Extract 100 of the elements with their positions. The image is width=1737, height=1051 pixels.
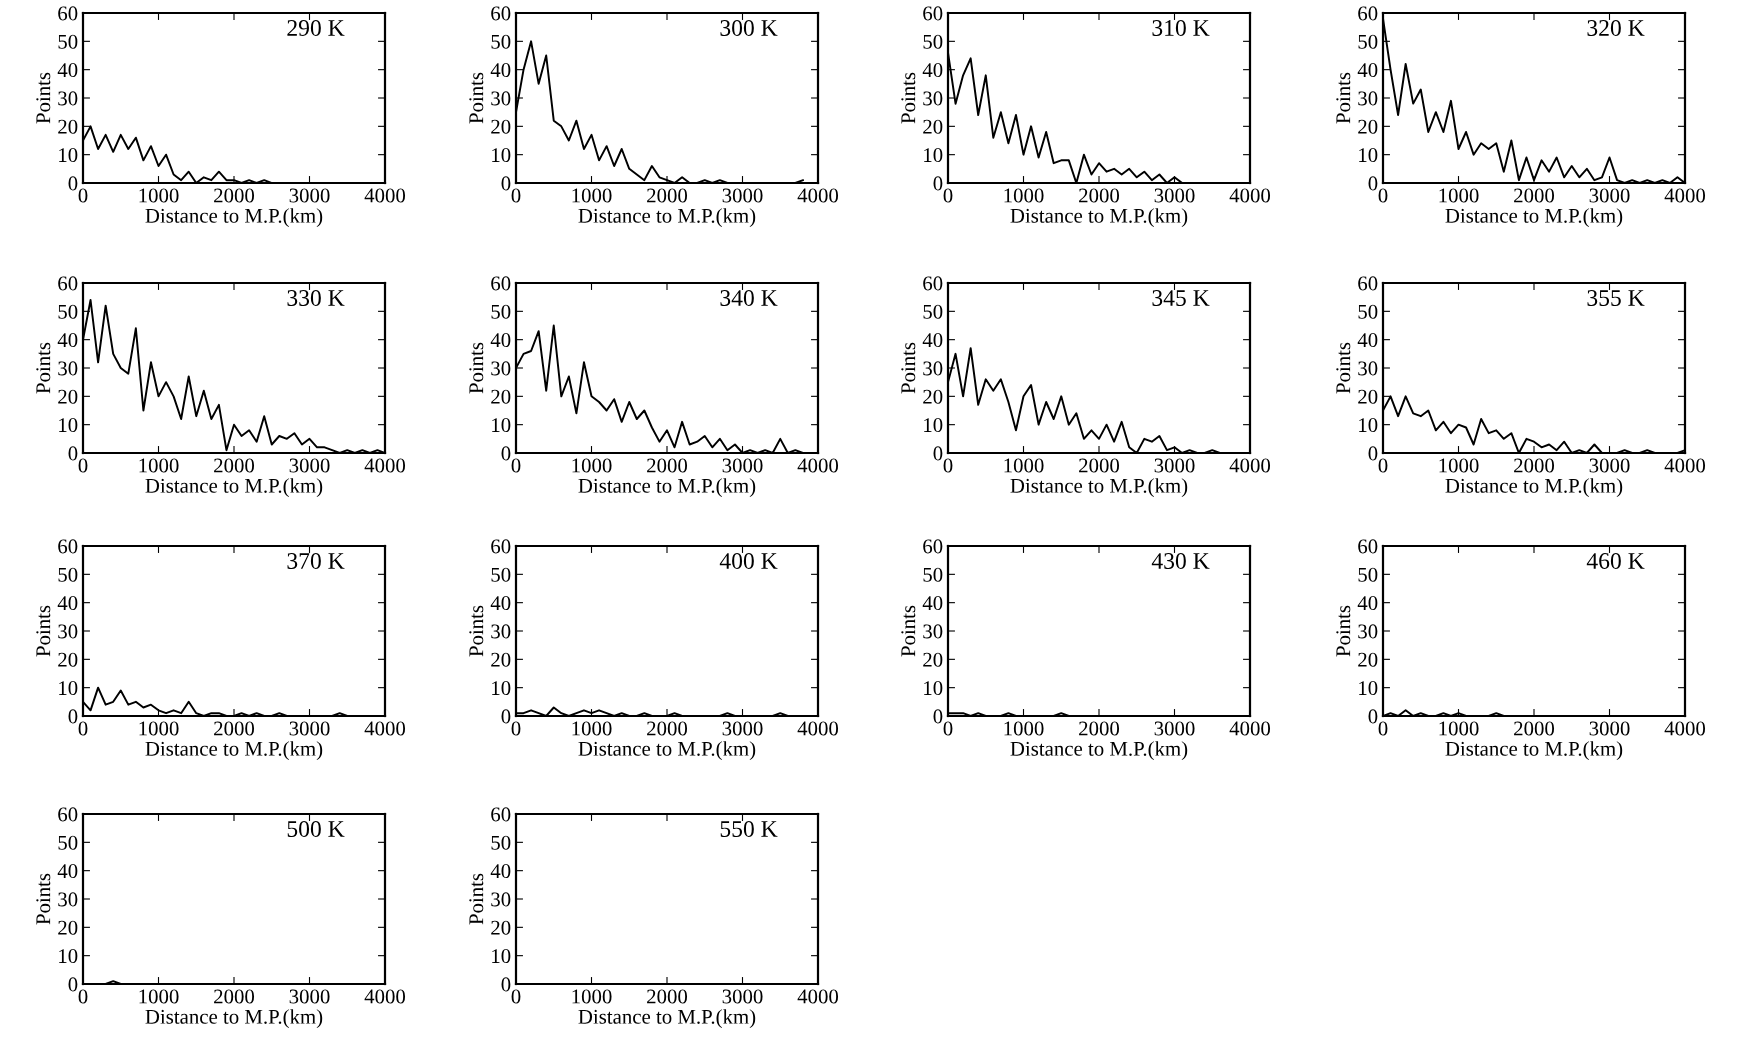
- x-tick-label: 1000: [1004, 188, 1044, 203]
- x-tick-label: 0: [943, 458, 953, 473]
- y-tick-label: 50: [58, 304, 78, 319]
- y-axis-title: Points: [469, 605, 484, 657]
- x-tick-label: 4000: [1664, 188, 1706, 203]
- y-tick-label: 0: [501, 977, 511, 992]
- y-tick-label: 10: [492, 148, 511, 163]
- y-tick-label: 0: [68, 977, 78, 992]
- y-tick-label: 20: [923, 119, 943, 134]
- chart-title: 355 K: [1587, 290, 1645, 306]
- y-tick-label: 20: [58, 119, 78, 134]
- y-tick-label: 30: [58, 361, 78, 376]
- y-axis-title: Points: [469, 72, 484, 124]
- y-tick-label: 40: [57, 333, 78, 348]
- x-axis-title: Distance to M.P.(km): [1445, 741, 1623, 761]
- x-tick-label: 1000: [139, 989, 179, 1004]
- y-tick-label: 40: [490, 596, 511, 611]
- y-tick-label: 50: [1358, 34, 1378, 49]
- x-tick-label: 3000: [1154, 188, 1195, 203]
- x-axis-title: Distance to M.P.(km): [145, 741, 323, 761]
- y-tick-label: 60: [923, 6, 943, 21]
- x-tick-label: 0: [1378, 721, 1388, 736]
- x-tick-label: 2000: [647, 458, 688, 473]
- x-tick-label: 3000: [1154, 721, 1195, 736]
- x-tick-label: 4000: [797, 458, 839, 473]
- x-tick-label: 0: [943, 188, 953, 203]
- y-tick-label: 60: [58, 276, 78, 291]
- x-tick-label: 2000: [214, 458, 255, 473]
- x-tick-label: 3000: [1589, 721, 1630, 736]
- x-tick-label: 4000: [364, 458, 406, 473]
- y-tick-label: 40: [1357, 596, 1378, 611]
- y-tick-label: 50: [491, 304, 511, 319]
- y-tick-label: 30: [58, 892, 78, 907]
- y-tick-label: 10: [59, 949, 78, 964]
- y-tick-label: 60: [923, 539, 943, 554]
- x-axis-title: Distance to M.P.(km): [578, 208, 756, 228]
- x-tick-label: 2000: [1514, 721, 1555, 736]
- y-tick-label: 20: [58, 920, 78, 935]
- x-tick-label: 2000: [1514, 188, 1555, 203]
- y-tick-label: 0: [1368, 176, 1378, 191]
- chart-title: 300 K: [720, 19, 778, 36]
- y-tick-label: 0: [501, 709, 511, 724]
- y-tick-label: 10: [924, 681, 943, 696]
- x-tick-label: 1000: [572, 989, 612, 1004]
- chart-title: 460 K: [1586, 552, 1645, 569]
- y-tick-label: 50: [58, 34, 78, 49]
- x-tick-label: 3000: [1154, 458, 1195, 473]
- y-tick-label: 50: [58, 835, 78, 850]
- x-tick-label: 1000: [139, 458, 179, 473]
- y-tick-label: 20: [1358, 119, 1378, 134]
- x-tick-label: 3000: [289, 721, 330, 736]
- chart-title: 330 K: [287, 289, 345, 306]
- y-tick-label: 30: [58, 624, 78, 639]
- y-axis-title: Points: [36, 72, 51, 124]
- x-axis-title: Distance to M.P.(km): [145, 478, 323, 498]
- x-tick-label: 0: [511, 721, 521, 736]
- y-tick-label: 10: [492, 949, 511, 964]
- x-axis-title: Distance to M.P.(km): [145, 208, 323, 228]
- y-tick-label: 0: [1368, 446, 1378, 461]
- y-axis-title: Points: [901, 342, 916, 394]
- y-tick-label: 30: [1358, 624, 1378, 639]
- y-tick-label: 40: [490, 864, 511, 879]
- y-tick-label: 20: [491, 652, 511, 667]
- x-axis-title: Distance to M.P.(km): [1445, 478, 1623, 498]
- y-tick-label: 30: [1358, 91, 1378, 106]
- y-tick-label: 10: [492, 681, 511, 696]
- x-tick-label: 1000: [1004, 458, 1044, 473]
- x-axis-title: Distance to M.P.(km): [145, 1009, 323, 1029]
- y-tick-label: 20: [1358, 389, 1378, 404]
- y-tick-label: 20: [491, 920, 511, 935]
- x-tick-label: 3000: [1589, 188, 1630, 203]
- y-tick-label: 30: [923, 624, 943, 639]
- y-tick-label: 10: [492, 418, 511, 433]
- x-axis-title: Distance to M.P.(km): [578, 1009, 756, 1029]
- x-tick-label: 4000: [364, 989, 406, 1004]
- y-tick-label: 0: [68, 176, 78, 191]
- x-tick-label: 3000: [289, 188, 330, 203]
- y-tick-label: 40: [1357, 63, 1378, 78]
- y-axis-title: Points: [1336, 342, 1351, 394]
- y-tick-label: 60: [58, 807, 78, 822]
- chart-title: 400 K: [719, 552, 778, 569]
- chart-title: 310 K: [1152, 19, 1210, 36]
- x-tick-label: 1000: [1439, 188, 1479, 203]
- y-axis-title: Points: [1336, 605, 1351, 657]
- y-tick-label: 50: [923, 567, 943, 582]
- x-tick-label: 1000: [1439, 458, 1479, 473]
- x-tick-label: 0: [1378, 188, 1388, 203]
- y-axis-title: Points: [901, 72, 916, 124]
- chart-title: 430 K: [1151, 552, 1210, 569]
- y-tick-label: 40: [922, 63, 943, 78]
- x-axis-title: Distance to M.P.(km): [578, 478, 756, 498]
- y-tick-label: 60: [491, 807, 511, 822]
- y-tick-label: 30: [491, 91, 511, 106]
- x-tick-label: 0: [78, 188, 88, 203]
- y-tick-label: 50: [1358, 304, 1378, 319]
- y-tick-label: 30: [58, 91, 78, 106]
- y-tick-label: 0: [933, 709, 943, 724]
- x-tick-label: 1000: [572, 721, 612, 736]
- y-tick-label: 20: [491, 389, 511, 404]
- x-tick-label: 0: [511, 188, 521, 203]
